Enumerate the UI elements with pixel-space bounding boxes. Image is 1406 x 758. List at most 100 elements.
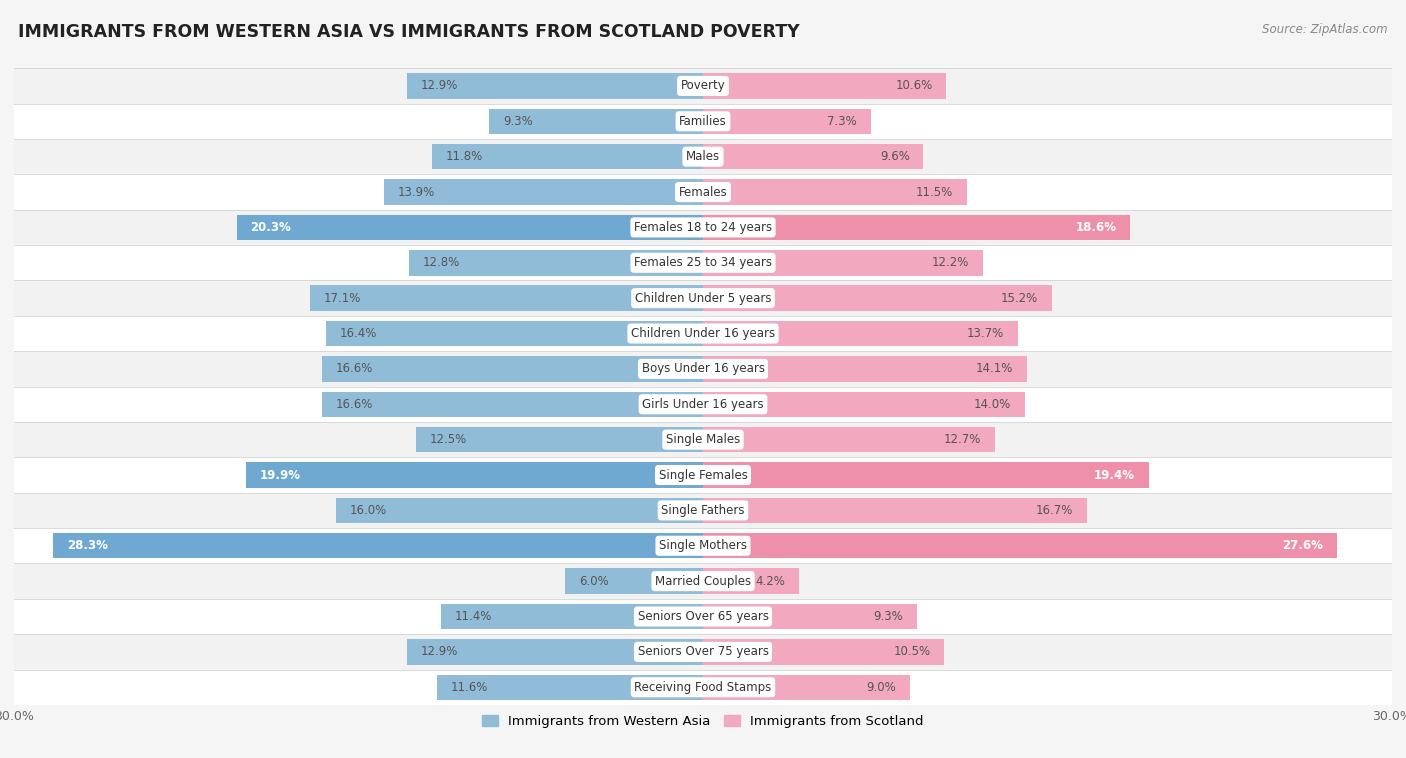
Bar — [703, 639, 945, 665]
Bar — [703, 392, 1025, 417]
Text: 11.8%: 11.8% — [446, 150, 484, 163]
Text: 7.3%: 7.3% — [827, 114, 856, 128]
Text: Females 18 to 24 years: Females 18 to 24 years — [634, 221, 772, 234]
Text: 12.7%: 12.7% — [943, 433, 981, 446]
Text: 12.9%: 12.9% — [420, 80, 458, 92]
Bar — [14, 68, 1392, 104]
Bar — [409, 250, 703, 275]
Bar — [703, 568, 800, 594]
Text: 12.9%: 12.9% — [420, 645, 458, 659]
Text: 12.8%: 12.8% — [423, 256, 460, 269]
Bar — [703, 250, 983, 275]
Bar — [14, 174, 1392, 210]
Text: Single Fathers: Single Fathers — [661, 504, 745, 517]
Text: 16.6%: 16.6% — [336, 362, 373, 375]
Text: IMMIGRANTS FROM WESTERN ASIA VS IMMIGRANTS FROM SCOTLAND POVERTY: IMMIGRANTS FROM WESTERN ASIA VS IMMIGRAN… — [18, 23, 800, 41]
Bar — [14, 528, 1392, 563]
Bar — [14, 104, 1392, 139]
Bar — [406, 74, 703, 99]
Bar — [14, 245, 1392, 280]
Text: 9.3%: 9.3% — [503, 114, 533, 128]
Bar — [703, 144, 924, 169]
Bar — [14, 316, 1392, 351]
Bar — [336, 498, 703, 523]
Bar — [703, 675, 910, 700]
Bar — [432, 144, 703, 169]
Bar — [246, 462, 703, 487]
Text: 9.0%: 9.0% — [866, 681, 896, 694]
Bar — [703, 356, 1026, 381]
Bar — [437, 675, 703, 700]
Text: Females 25 to 34 years: Females 25 to 34 years — [634, 256, 772, 269]
Bar — [384, 180, 703, 205]
Bar — [14, 139, 1392, 174]
Text: 11.6%: 11.6% — [450, 681, 488, 694]
Bar — [14, 351, 1392, 387]
Bar — [703, 462, 1149, 487]
Bar — [565, 568, 703, 594]
Text: Single Males: Single Males — [666, 433, 740, 446]
Text: Receiving Food Stamps: Receiving Food Stamps — [634, 681, 772, 694]
Text: Poverty: Poverty — [681, 80, 725, 92]
Text: 28.3%: 28.3% — [67, 539, 108, 553]
Text: 16.0%: 16.0% — [349, 504, 387, 517]
Bar — [53, 533, 703, 559]
Text: Girls Under 16 years: Girls Under 16 years — [643, 398, 763, 411]
Text: 14.1%: 14.1% — [976, 362, 1012, 375]
Text: Boys Under 16 years: Boys Under 16 years — [641, 362, 765, 375]
Bar — [14, 634, 1392, 669]
Text: Males: Males — [686, 150, 720, 163]
Text: Single Females: Single Females — [658, 468, 748, 481]
Text: 14.0%: 14.0% — [973, 398, 1011, 411]
Bar — [14, 280, 1392, 316]
Text: 17.1%: 17.1% — [323, 292, 361, 305]
Bar — [703, 215, 1130, 240]
Bar — [322, 392, 703, 417]
Bar — [311, 286, 703, 311]
Text: 16.4%: 16.4% — [340, 327, 378, 340]
Bar — [703, 427, 994, 453]
Text: 4.2%: 4.2% — [756, 575, 786, 587]
Text: 13.9%: 13.9% — [398, 186, 434, 199]
Bar — [14, 210, 1392, 245]
Text: Females: Females — [679, 186, 727, 199]
Text: 16.6%: 16.6% — [336, 398, 373, 411]
Bar — [14, 563, 1392, 599]
Bar — [703, 74, 946, 99]
Bar — [703, 498, 1087, 523]
Text: 6.0%: 6.0% — [579, 575, 609, 587]
Text: Single Mothers: Single Mothers — [659, 539, 747, 553]
Text: 10.5%: 10.5% — [893, 645, 931, 659]
Text: Married Couples: Married Couples — [655, 575, 751, 587]
Bar — [416, 427, 703, 453]
Bar — [703, 180, 967, 205]
Bar — [14, 387, 1392, 422]
Bar — [489, 108, 703, 134]
Text: 19.9%: 19.9% — [260, 468, 301, 481]
Text: 9.3%: 9.3% — [873, 610, 903, 623]
Text: 20.3%: 20.3% — [250, 221, 291, 234]
Bar — [703, 321, 1018, 346]
Text: 12.5%: 12.5% — [430, 433, 467, 446]
Text: Children Under 5 years: Children Under 5 years — [634, 292, 772, 305]
Text: 19.4%: 19.4% — [1094, 468, 1135, 481]
Text: 11.4%: 11.4% — [456, 610, 492, 623]
Text: Source: ZipAtlas.com: Source: ZipAtlas.com — [1263, 23, 1388, 36]
Bar — [14, 669, 1392, 705]
Bar — [703, 604, 917, 629]
Text: Children Under 16 years: Children Under 16 years — [631, 327, 775, 340]
Text: 18.6%: 18.6% — [1076, 221, 1116, 234]
Text: 27.6%: 27.6% — [1282, 539, 1323, 553]
Bar — [326, 321, 703, 346]
Text: Seniors Over 75 years: Seniors Over 75 years — [637, 645, 769, 659]
Bar — [322, 356, 703, 381]
Bar — [406, 639, 703, 665]
Text: 16.7%: 16.7% — [1035, 504, 1073, 517]
Bar — [14, 493, 1392, 528]
Text: 11.5%: 11.5% — [917, 186, 953, 199]
Bar — [441, 604, 703, 629]
Text: 12.2%: 12.2% — [932, 256, 969, 269]
Bar — [14, 457, 1392, 493]
Text: Seniors Over 65 years: Seniors Over 65 years — [637, 610, 769, 623]
Bar — [703, 108, 870, 134]
